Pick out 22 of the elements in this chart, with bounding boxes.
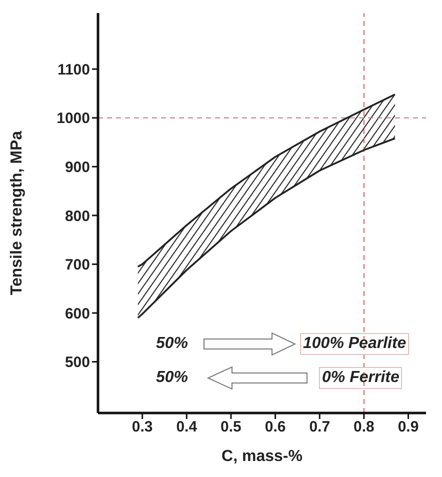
x-tick-label: 0.4 [176,418,198,436]
y-tick-label: 700 [64,256,90,274]
x-tick-label: 0.9 [398,418,419,436]
y-axis-title: Tensile strength, MPa [8,130,26,296]
line-series [136,137,396,319]
y-tick-label: 600 [64,305,90,322]
x-axis-title: C, mass-% [222,448,302,465]
annotation: 100% Pearlite [300,333,410,355]
line-series [136,94,396,268]
annotation: 0% Ferrite [319,367,402,389]
x-tick-label: 0.5 [220,418,242,436]
y-tick-label: 500 [64,354,90,372]
y-tick-label: 900 [64,158,90,176]
x-tick-label: 0.6 [264,418,286,436]
annotation: 50% [156,335,188,353]
x-tick-label: 0.3 [132,418,153,436]
annotation: 50% [156,369,188,387]
y-tick-label: 1000 [56,110,90,128]
x-tick-label: 0.8 [354,418,374,436]
x-tick-label: 0.7 [309,418,330,436]
y-tick-label: 1100 [57,61,90,78]
y-tick-label: 800 [64,208,90,225]
